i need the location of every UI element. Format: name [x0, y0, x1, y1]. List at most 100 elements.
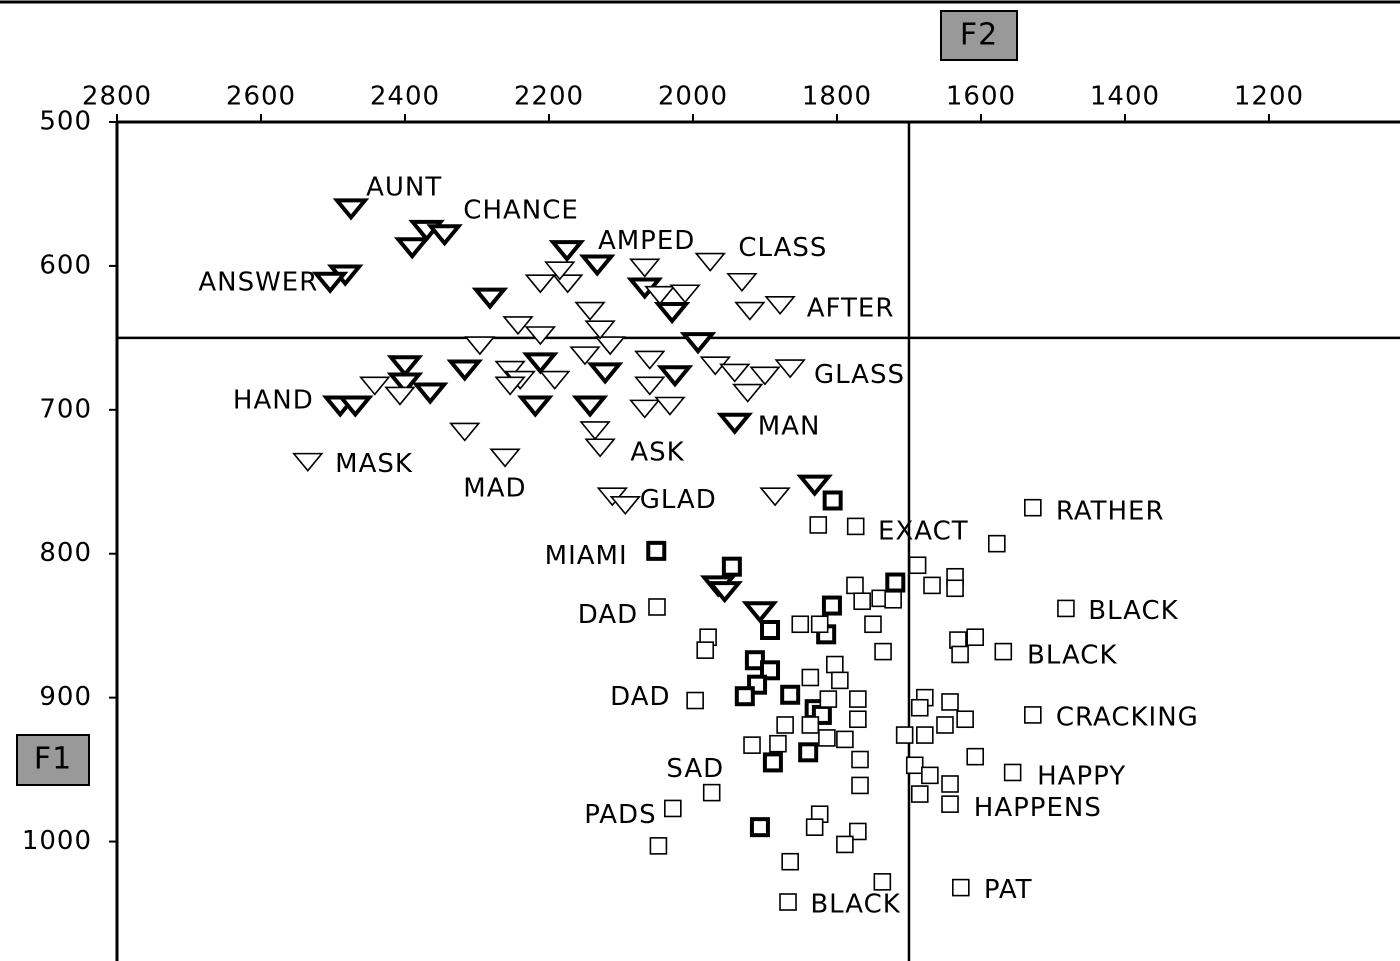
square-point [966, 628, 985, 647]
square-point [760, 660, 781, 681]
x-tick-label: 1400 [1090, 82, 1160, 112]
triangle-point [796, 474, 833, 497]
point-label: HAND [233, 386, 314, 416]
square-point [791, 615, 810, 634]
point-label: RATHER [1056, 496, 1165, 526]
triangle-point [386, 355, 424, 378]
triangle-point [569, 346, 601, 366]
triangle-point [449, 422, 481, 442]
square-point [941, 775, 959, 793]
point-label: ANSWER [198, 268, 318, 298]
triangle-point [522, 352, 559, 375]
triangle-point [471, 287, 509, 310]
triangle-point [494, 376, 526, 396]
y-tick-label: 700 [39, 394, 92, 424]
square-point [923, 576, 941, 595]
point-label: BLACK [1027, 640, 1117, 670]
point-label: CRACKING [1056, 702, 1199, 732]
square-point [826, 655, 844, 674]
triangle-point [734, 301, 766, 321]
point-label: PADS [584, 800, 656, 830]
square-point [1024, 498, 1042, 517]
square-point [885, 572, 906, 593]
point-label: CHANCE [463, 196, 579, 226]
square-point [819, 690, 838, 708]
y-tick-label: 800 [39, 538, 92, 568]
square-point [805, 818, 824, 836]
triangle-point [539, 370, 571, 390]
square-point [946, 579, 964, 598]
point-label: MAD [463, 473, 526, 503]
triangle-point [656, 365, 694, 388]
square-point [951, 645, 969, 664]
square-point [966, 747, 985, 766]
x-tick-label: 2800 [82, 82, 152, 112]
square-point [809, 516, 828, 534]
point-label: ASK [630, 437, 684, 467]
triangle-point [411, 382, 449, 405]
square-point [910, 785, 929, 803]
y-axis-label-box: F1 [16, 734, 90, 786]
square-point [831, 671, 849, 690]
triangle-point [654, 396, 686, 416]
triangle-point [759, 487, 791, 507]
square-point [851, 776, 869, 795]
triangle-point [337, 395, 374, 418]
triangle-point [584, 438, 616, 458]
point-label: EXACT [878, 517, 969, 547]
square-point [874, 642, 892, 661]
point-label: GLASS [814, 360, 905, 390]
triangle-point [292, 452, 324, 472]
square-point [721, 556, 742, 577]
point-label: AMPED [598, 226, 695, 256]
square-point [873, 873, 892, 891]
square-point [1057, 599, 1075, 618]
label-box [16, 734, 90, 786]
square-point [884, 590, 902, 609]
square-point [905, 756, 924, 775]
point-label: SAD [666, 754, 724, 784]
point-label: DAD [578, 600, 638, 630]
square-point [686, 691, 704, 710]
square-point [849, 690, 867, 708]
square-point [846, 517, 865, 536]
x-tick-label: 1200 [1234, 82, 1304, 112]
square-point [851, 750, 869, 769]
square-point [908, 556, 927, 575]
triangle-point [706, 581, 743, 604]
square-point [801, 716, 820, 734]
x-tick-label: 1800 [802, 82, 872, 112]
square-point [734, 686, 755, 707]
triangle-point [502, 316, 534, 336]
triangle-point [579, 421, 611, 441]
point-label: MASK [335, 449, 413, 479]
triangle-point [774, 359, 806, 379]
triangle-point [749, 366, 781, 386]
square-point [853, 592, 871, 611]
y-axis-label: F1 [34, 742, 72, 777]
square-point [779, 893, 797, 911]
triangle-point [609, 496, 641, 516]
triangle-point [644, 285, 676, 305]
x-tick-label: 2400 [370, 82, 440, 112]
triangle-point [571, 395, 609, 418]
x-tick-label: 2200 [514, 82, 584, 112]
square-point [696, 641, 715, 659]
triangle-point [574, 301, 606, 321]
point-label: CLASS [738, 233, 827, 263]
square-point [801, 668, 820, 687]
point-label: MAN [758, 412, 821, 442]
point-label: HAPPY [1037, 761, 1126, 791]
square-point [780, 684, 801, 705]
triangle-point [464, 336, 496, 356]
triangle-point [694, 252, 726, 272]
square-point [821, 595, 842, 616]
square-point [846, 576, 864, 595]
triangle-point [552, 274, 584, 294]
triangle-point [386, 372, 424, 395]
triangle-point [629, 258, 661, 278]
square-point [822, 490, 843, 511]
square-point [744, 650, 765, 671]
square-point [798, 742, 819, 763]
